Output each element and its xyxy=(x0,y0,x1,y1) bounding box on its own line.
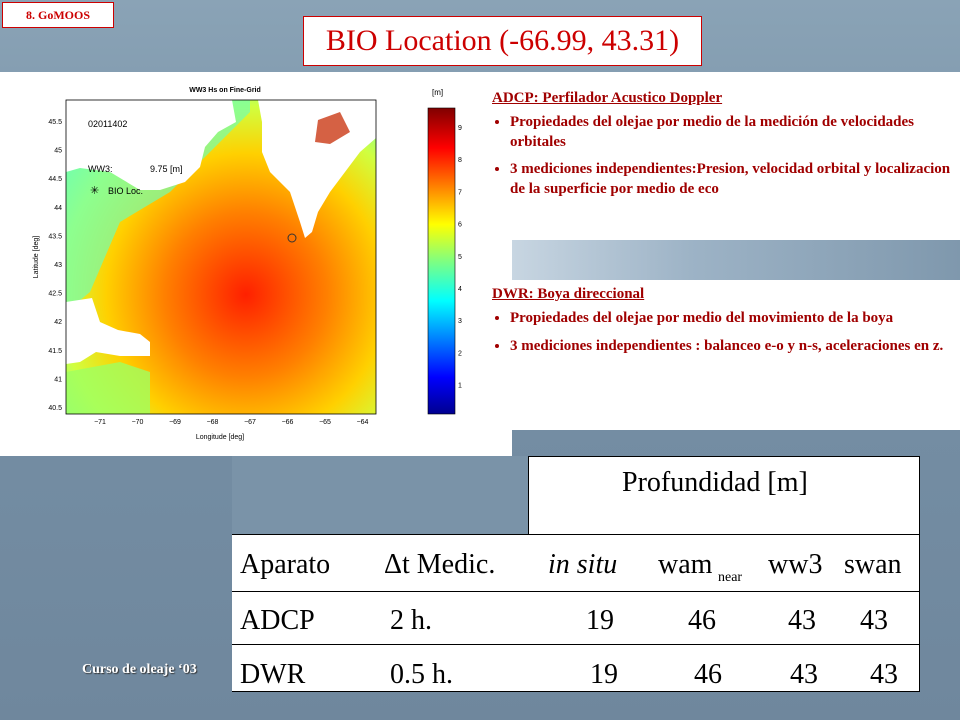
x-tick-label: −69 xyxy=(169,419,181,426)
y-tick-label: 42 xyxy=(54,319,62,326)
wave-height-map: WW3 Hs on Fine-Grid 02011402 WW3: 9.75 [… xyxy=(33,87,462,441)
land-nova-scotia xyxy=(258,100,376,238)
map-bio-label: BIO Loc. xyxy=(108,186,143,196)
colorbar-tick-label: 8 xyxy=(458,157,462,164)
row-adcp-ww3: 43 xyxy=(788,605,816,636)
y-tick-labels: 45.5 45 44.5 44 43.5 43 42.5 42 41.5 41 40.5 xyxy=(48,119,62,412)
row-dwr-ww3: 43 xyxy=(790,659,818,690)
colorbar-tick-label: 3 xyxy=(458,318,462,325)
header-swan: swan xyxy=(844,549,902,580)
colorbar-tick-label: 2 xyxy=(458,350,462,357)
land-north xyxy=(66,100,236,190)
x-tick-label: −68 xyxy=(207,419,219,426)
slide-title: BIO Location (-66.99, 43.31) xyxy=(303,16,702,66)
row-adcp-wam: 46 xyxy=(688,605,716,636)
row-adcp-swan: 43 xyxy=(860,605,888,636)
row-adcp-aparato: ADCP xyxy=(240,605,315,636)
row-dwr-dt: 0.5 h. xyxy=(390,659,453,690)
adcp-heading: ADCP: Perfilador Acustico Doppler xyxy=(492,90,723,106)
x-tick-label: −70 xyxy=(132,419,144,426)
header-aparato: Aparato xyxy=(240,549,331,580)
y-tick-label: 41.5 xyxy=(48,348,62,355)
colorbar-tick-label: 4 xyxy=(458,286,462,293)
x-tick-label: −65 xyxy=(319,419,331,426)
dwr-bullets: Propiedades del olejae por medio del mov… xyxy=(492,309,952,356)
y-tick-label: 43 xyxy=(54,262,62,269)
colorbar-unit: [m] xyxy=(432,88,443,97)
map-ylabel: Latitude [deg] xyxy=(33,236,40,278)
table-divider xyxy=(528,456,529,534)
adcp-bullet: 3 mediciones independientes:Presion, vel… xyxy=(510,160,952,199)
comparison-table: Profundidad [m] Aparato Δt Medic. in sit… xyxy=(232,456,920,692)
background-band xyxy=(510,240,960,280)
map-ww3-label: WW3: xyxy=(88,164,113,174)
adcp-panel: ADCP: Perfilador Acustico Doppler Propie… xyxy=(474,72,960,240)
header-wam-subscript: near xyxy=(718,570,743,585)
header-dt-medic: Δt Medic. xyxy=(384,549,496,580)
table-rule xyxy=(232,644,920,645)
x-tick-label: −71 xyxy=(94,419,106,426)
map-ww3-value: 9.75 [m] xyxy=(150,164,183,174)
x-tick-label: −67 xyxy=(244,419,256,426)
adcp-bullets: Propiedades del olejae por medio de la m… xyxy=(492,113,952,199)
row-dwr-wam: 46 xyxy=(694,659,722,690)
y-tick-label: 45 xyxy=(54,148,62,155)
y-tick-label: 43.5 xyxy=(48,233,62,240)
colorbar-tick-labels: 9 8 7 6 5 4 3 2 1 xyxy=(458,125,462,390)
land-cape-cod xyxy=(66,298,150,364)
slide-tag: 8. GoMOOS xyxy=(2,2,114,28)
header-ww3: ww3 xyxy=(768,549,823,580)
dwr-heading: DWR: Boya direccional xyxy=(492,286,645,302)
table-empty-corner xyxy=(232,456,528,534)
colorbar-tick-label: 1 xyxy=(458,383,462,390)
table-rule xyxy=(232,691,920,692)
table-group-header: Profundidad [m] xyxy=(622,467,808,498)
footer-text: Curso de oleaje ‘03 xyxy=(82,662,197,677)
y-tick-label: 45.5 xyxy=(48,119,62,126)
colorbar-tick-label: 7 xyxy=(458,189,462,196)
colorbar-tick-label: 9 xyxy=(458,125,462,132)
row-dwr-insitu: 19 xyxy=(590,659,618,690)
row-adcp-insitu: 19 xyxy=(586,605,614,636)
map-date-label: 02011402 xyxy=(88,119,127,129)
map-plot-area xyxy=(66,100,376,414)
table-rule xyxy=(232,591,920,592)
y-tick-label: 42.5 xyxy=(48,291,62,298)
x-tick-label: −64 xyxy=(357,419,369,426)
adcp-bullet: Propiedades del olejae por medio de la m… xyxy=(510,113,952,152)
y-tick-label: 44 xyxy=(54,205,62,212)
asterisk-icon: ✳ xyxy=(90,185,99,197)
map-title: WW3 Hs on Fine-Grid xyxy=(189,87,261,94)
colorbar-tick-label: 6 xyxy=(458,222,462,229)
colorbar-tick-label: 5 xyxy=(458,254,462,261)
dwr-bullet: 3 mediciones independientes : balanceo e… xyxy=(510,337,952,357)
y-tick-label: 40.5 xyxy=(48,405,62,412)
dwr-panel: DWR: Boya direccional Propiedades del ol… xyxy=(474,280,960,430)
x-tick-labels: −71 −70 −69 −68 −67 −66 −65 −64 xyxy=(94,419,368,426)
header-in-situ: in situ xyxy=(548,549,618,580)
bio-location-marker xyxy=(287,233,297,243)
dwr-bullet: Propiedades del olejae por medio del mov… xyxy=(510,309,952,329)
header-wam: wam xyxy=(658,549,713,580)
y-tick-label: 41 xyxy=(54,376,62,383)
wave-height-map-figure: WW3 Hs on Fine-Grid 02011402 WW3: 9.75 [… xyxy=(0,72,512,456)
map-xlabel: Longitude [deg] xyxy=(196,434,244,441)
row-dwr-aparato: DWR xyxy=(240,659,306,690)
table-border-right xyxy=(919,456,920,692)
y-tick-label: 44.5 xyxy=(48,176,62,183)
x-tick-label: −66 xyxy=(282,419,294,426)
table-border-top xyxy=(528,456,920,457)
row-dwr-swan: 43 xyxy=(870,659,898,690)
table-rule xyxy=(232,534,920,535)
colorbar xyxy=(427,107,456,415)
row-adcp-dt: 2 h. xyxy=(390,605,432,636)
